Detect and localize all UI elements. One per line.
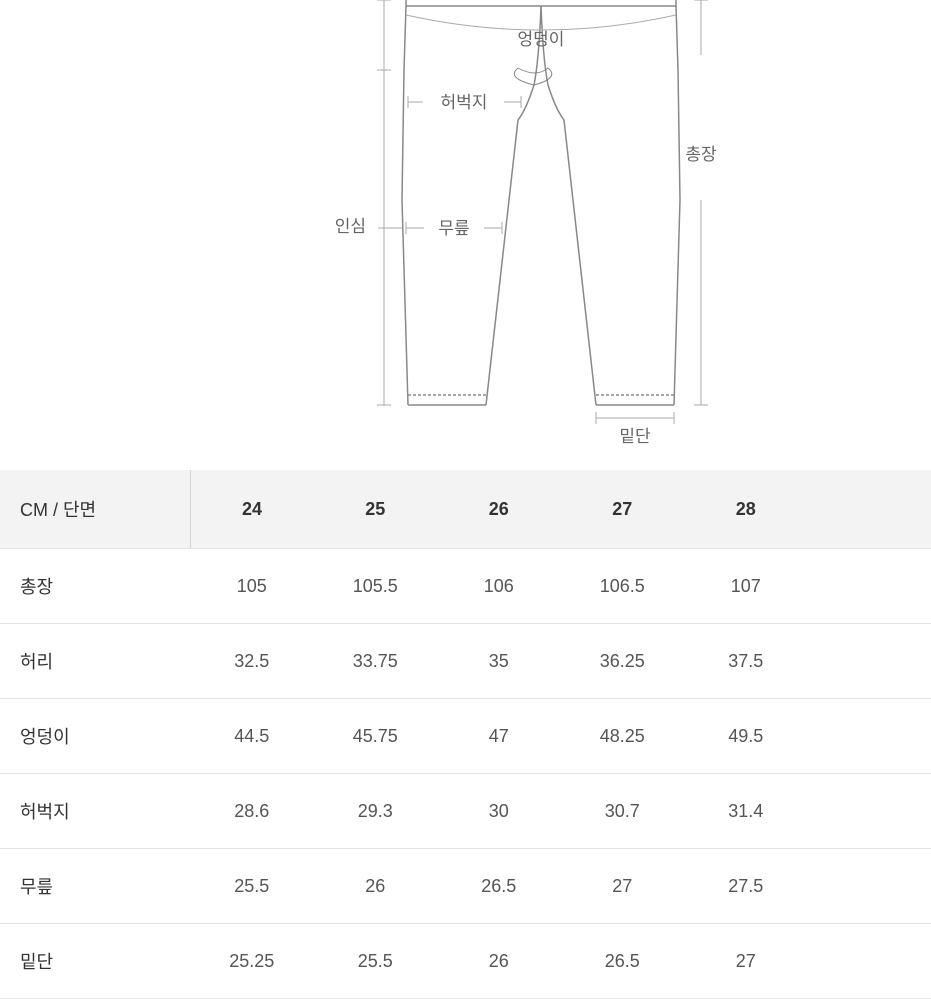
cell: 27 [561, 849, 685, 924]
cell: 26 [314, 849, 438, 924]
cell: 31.4 [684, 774, 808, 849]
cell: 25.25 [190, 924, 314, 999]
table-row: 무릎 25.5 26 26.5 27 27.5 [0, 849, 931, 924]
cell: 48.25 [561, 699, 685, 774]
cell: 25.5 [314, 924, 438, 999]
header-spacer [808, 470, 931, 549]
cell: 26.5 [437, 849, 561, 924]
cell-spacer [808, 774, 931, 849]
cell: 47 [437, 699, 561, 774]
cell: 26.5 [561, 924, 685, 999]
cell: 33.75 [314, 624, 438, 699]
row-label: 무릎 [0, 849, 190, 924]
cell: 105.5 [314, 549, 438, 624]
cell: 35 [437, 624, 561, 699]
label-hem: 밑단 [619, 427, 651, 446]
cell: 107 [684, 549, 808, 624]
cell: 49.5 [684, 699, 808, 774]
cell: 27.5 [684, 849, 808, 924]
table-row: 허벅지 28.6 29.3 30 30.7 31.4 [0, 774, 931, 849]
cell: 45.75 [314, 699, 438, 774]
pants-svg: 엉덩이 허벅지 총장 [146, 0, 786, 450]
table-row: 총장 105 105.5 106 106.5 107 [0, 549, 931, 624]
cell: 105 [190, 549, 314, 624]
cell: 29.3 [314, 774, 438, 849]
cell: 32.5 [190, 624, 314, 699]
header-size: 28 [684, 470, 808, 549]
header-unit: CM / 단면 [0, 470, 190, 549]
cell: 25.5 [190, 849, 314, 924]
label-hip: 엉덩이 [517, 30, 564, 49]
label-thigh: 허벅지 [440, 93, 487, 112]
label-knee: 무릎 [438, 219, 469, 238]
cell: 30 [437, 774, 561, 849]
header-size: 27 [561, 470, 685, 549]
row-label: 총장 [0, 549, 190, 624]
cell: 36.25 [561, 624, 685, 699]
size-table-container: CM / 단면 24 25 26 27 28 총장 105 105.5 106 … [0, 470, 931, 999]
size-table: CM / 단면 24 25 26 27 28 총장 105 105.5 106 … [0, 470, 931, 999]
cell: 30.7 [561, 774, 685, 849]
table-body: 총장 105 105.5 106 106.5 107 허리 32.5 33.75… [0, 549, 931, 999]
cell: 26 [437, 924, 561, 999]
header-size: 26 [437, 470, 561, 549]
cell: 106 [437, 549, 561, 624]
table-row: 허리 32.5 33.75 35 36.25 37.5 [0, 624, 931, 699]
table-row: 엉덩이 44.5 45.75 47 48.25 49.5 [0, 699, 931, 774]
cell: 37.5 [684, 624, 808, 699]
cell: 106.5 [561, 549, 685, 624]
cell: 44.5 [190, 699, 314, 774]
cell-spacer [808, 549, 931, 624]
cell-spacer [808, 924, 931, 999]
table-header-row: CM / 단면 24 25 26 27 28 [0, 470, 931, 549]
cell-spacer [808, 699, 931, 774]
row-label: 밑단 [0, 924, 190, 999]
table-row: 밑단 25.25 25.5 26 26.5 27 [0, 924, 931, 999]
row-label: 허벅지 [0, 774, 190, 849]
row-label: 엉덩이 [0, 699, 190, 774]
cell-spacer [808, 624, 931, 699]
row-label: 허리 [0, 624, 190, 699]
cell: 27 [684, 924, 808, 999]
header-size: 24 [190, 470, 314, 549]
cell-spacer [808, 849, 931, 924]
label-inseam: 인심 [334, 217, 365, 236]
label-total-length: 총장 [685, 145, 717, 164]
cell: 28.6 [190, 774, 314, 849]
pants-diagram: 엉덩이 허벅지 총장 [0, 0, 931, 450]
header-size: 25 [314, 470, 438, 549]
